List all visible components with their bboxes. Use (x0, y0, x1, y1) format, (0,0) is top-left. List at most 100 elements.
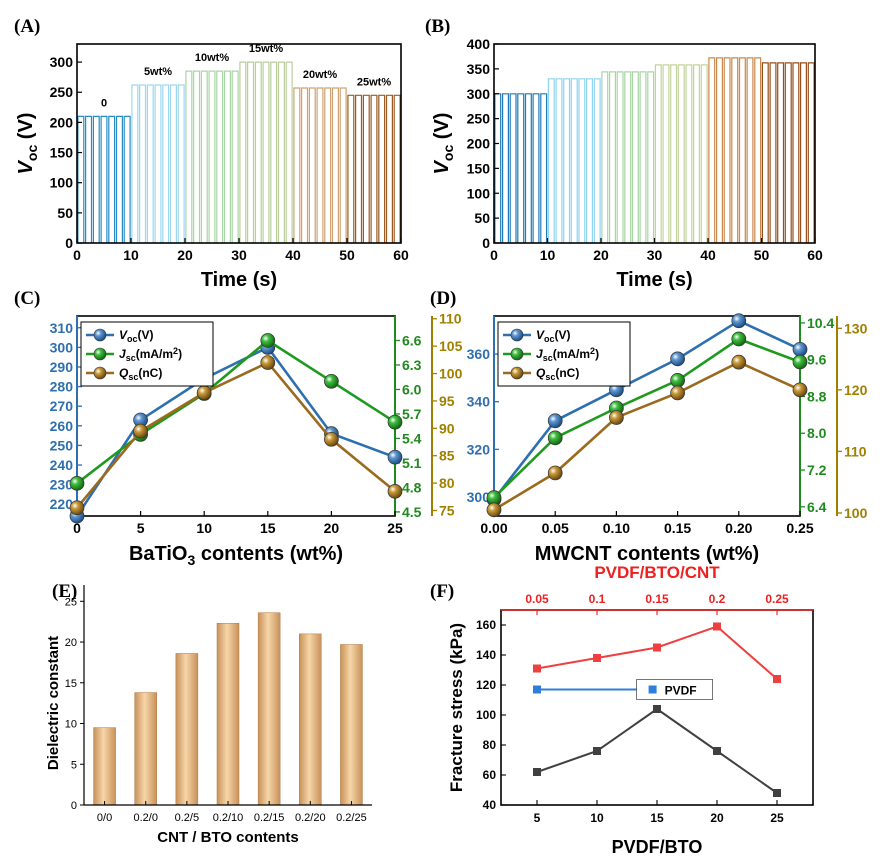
y-axis-1-tick-label: 320 (467, 441, 491, 457)
series-1-point-1 (547, 430, 563, 446)
y-axis-1-tick-label: 220 (50, 496, 74, 512)
series-2-point-5 (792, 382, 808, 398)
bar-1 (134, 692, 157, 806)
legend-unit-end: ) (178, 347, 182, 361)
y-tick-label: 160 (476, 618, 496, 632)
legend-entry-2: Qsc(nC) (119, 366, 162, 382)
legend-unit: (V) (138, 328, 154, 342)
y-tick-label: 140 (476, 648, 496, 662)
x-tick-label: 5 (137, 520, 145, 536)
series-1-point-1 (593, 654, 601, 662)
y-axis-3-tick-label: 90 (439, 420, 455, 436)
x-tick-label: 15 (260, 520, 276, 536)
x-axis-title: MWCNT contents (wt%) (535, 543, 759, 565)
legend-entry-1: Jsc(mA/m2) (536, 346, 599, 363)
legend-subscript: sc (545, 372, 555, 382)
legend-marker-2 (93, 366, 107, 380)
y-axis-3-tick-label: 130 (844, 320, 868, 336)
y-axis-title-main: V (431, 159, 453, 174)
y-tick-label: 5 (71, 759, 77, 771)
x-tick-label: 0.00 (480, 520, 507, 536)
voltage-segment-1 (547, 78, 601, 243)
voltage-segment-0 (494, 93, 548, 243)
series-line-0 (492, 319, 801, 501)
series-1-point-4 (773, 675, 781, 683)
y-tick-label: 0 (65, 235, 73, 251)
x-tick-label: 0.2/0 (133, 812, 157, 824)
x-tick-label: 30 (231, 247, 247, 263)
y-axis-title: Fracture stress (kPa) (447, 623, 466, 792)
series-1-point-4 (324, 373, 339, 389)
y-axis-1-tick-label: 360 (467, 346, 491, 362)
panel-label: (B) (425, 16, 450, 37)
series-0-point-1 (593, 747, 601, 755)
y-tick-label: 10 (65, 719, 77, 731)
series-2-point-3 (260, 355, 276, 370)
x-tick-label: 10 (196, 520, 212, 536)
y-tick-label: 50 (57, 205, 73, 221)
legend-entry-0: Voc(V) (119, 328, 154, 344)
x-tick-label: 60 (393, 247, 409, 263)
plot-frame (76, 43, 402, 244)
panel-label: (F) (430, 581, 454, 602)
segment-label: 20wt% (303, 69, 337, 81)
y-axis-3-tick-label: 75 (439, 503, 455, 519)
legend-entry-1: Jsc(mA/m2) (119, 346, 182, 363)
y-axis-1-tick-label: 260 (50, 418, 74, 434)
voltage-segment-0 (77, 115, 131, 243)
series-2-point-0 (486, 502, 502, 518)
legend-subscript: sc (126, 353, 136, 363)
x-tick-label: 20 (177, 247, 193, 263)
y-tick-label: 100 (50, 175, 74, 191)
segment-label: 10wt% (195, 52, 229, 64)
x-tick-label: 0.2/10 (213, 812, 244, 824)
series-2-point-4 (324, 431, 339, 447)
series-1-point-3 (260, 333, 276, 348)
y-axis-2-tick-label: 9.6 (807, 352, 827, 368)
series-0-point-4 (773, 789, 781, 797)
y-axis-3-tick-label: 95 (439, 393, 455, 409)
x-tick-label: 50 (339, 247, 355, 263)
x-tick-label: 40 (285, 247, 301, 263)
series-1-point-5 (387, 414, 403, 430)
x-axis-title-tail: contents (wt%) (195, 543, 343, 565)
y-axis-title: Voc (V) (15, 113, 40, 175)
bar-2 (175, 653, 199, 806)
bar-6 (340, 644, 363, 806)
series-2-point-2 (609, 410, 624, 425)
x-tick-label: 0 (73, 520, 81, 536)
x-tick-label: 0.2/5 (175, 812, 199, 824)
segment-label: 15wt% (249, 43, 283, 55)
series-0-point-0 (533, 768, 541, 776)
top-x-tick-label: 0.05 (525, 592, 549, 606)
y-axis-3-tick-label: 110 (439, 311, 462, 327)
top-x-axis-title: PVDF/BTO/CNT (594, 563, 720, 582)
legend-symbol: J (119, 347, 126, 361)
y-axis-title-unit: (V) (15, 113, 37, 145)
y-axis-2-tick-label: 7.2 (807, 462, 827, 478)
y-axis-title-sub: oc (440, 145, 456, 162)
y-tick-label: 250 (467, 111, 491, 127)
series-1-point-4 (731, 331, 747, 347)
series-0-point-1 (547, 413, 563, 429)
y-axis-title: Dielectric constant (45, 636, 62, 770)
y-tick-label: 15 (65, 678, 77, 690)
top-x-tick-label: 0.2 (709, 592, 726, 606)
legend-symbol: V (119, 328, 128, 342)
y-axis-2-tick-label: 5.4 (402, 430, 422, 446)
panel-label: (D) (430, 288, 456, 309)
y-tick-label: 120 (476, 678, 496, 692)
x-axis-title-sub: 3 (187, 552, 195, 568)
legend-symbol: Q (119, 366, 129, 380)
series-0-point-5 (387, 449, 403, 465)
x-tick-label: 60 (807, 247, 823, 263)
legend-marker-2 (510, 366, 524, 380)
x-tick-label: 20 (710, 811, 724, 825)
x-tick-label: 0.2/15 (254, 812, 285, 824)
top-x-tick-label: 0.1 (589, 592, 606, 606)
voltage-segment-2 (185, 70, 239, 243)
series-line-1 (536, 625, 778, 680)
panel-label: (E) (52, 581, 77, 602)
y-axis-2-tick-label: 6.3 (402, 357, 422, 373)
y-tick-label: 100 (476, 708, 496, 722)
